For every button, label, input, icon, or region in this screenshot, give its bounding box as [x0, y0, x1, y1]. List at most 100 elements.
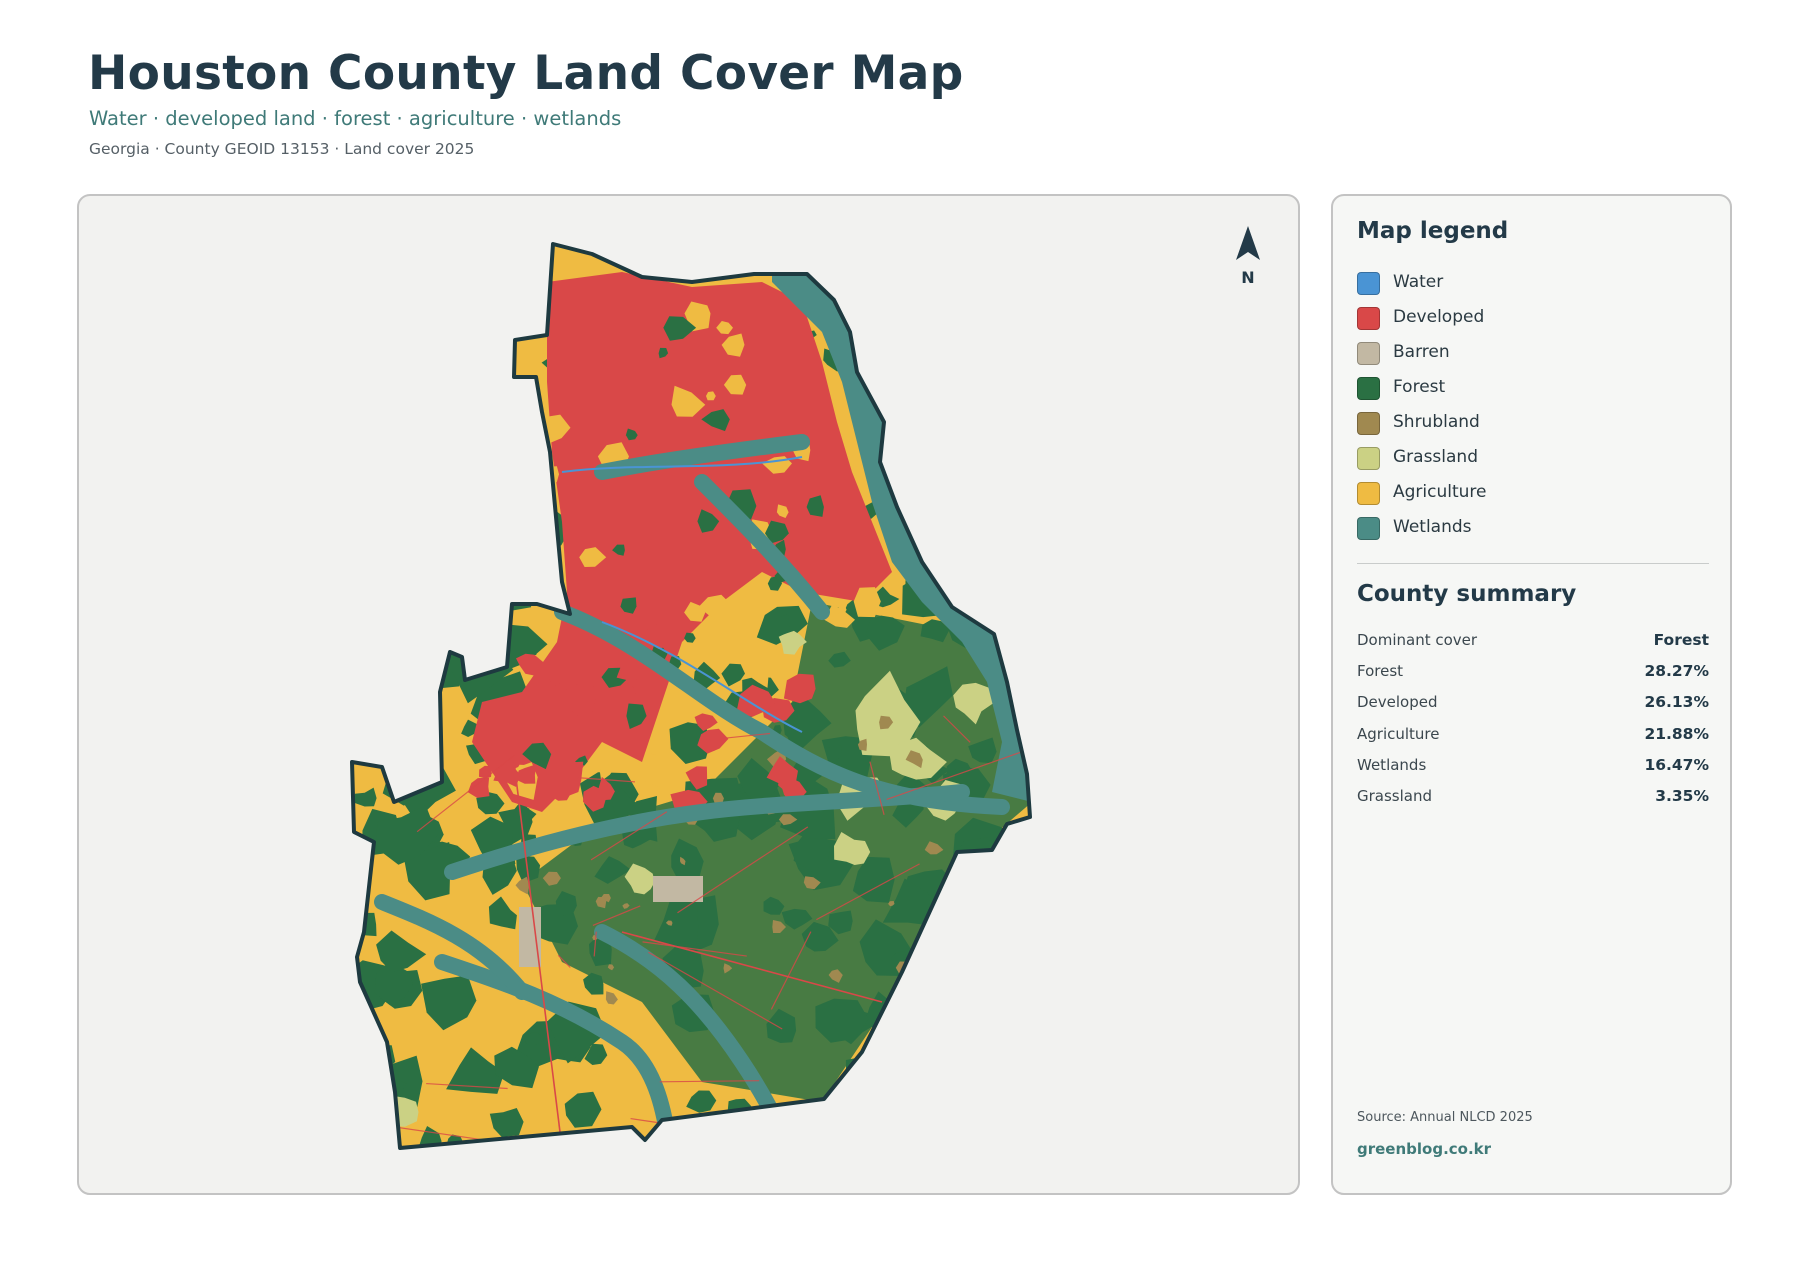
legend-label: Developed: [1393, 306, 1485, 327]
shrubland-patch: [712, 792, 724, 805]
forest-patch: [426, 578, 469, 626]
forest-patch: [669, 722, 712, 764]
forest-patch: [976, 977, 1016, 1015]
forest-patch: [583, 972, 604, 995]
shrubland-patch: [778, 814, 798, 826]
forest-patch: [904, 666, 953, 728]
shrubland-patch: [723, 963, 733, 974]
wetlands-river: [444, 784, 970, 880]
north-label: N: [1241, 268, 1255, 287]
mixed-patch: [671, 385, 706, 417]
forest-patch: [376, 930, 427, 973]
mixed-patch: [599, 764, 613, 782]
mixed-patch: [716, 321, 733, 335]
mixed-patch: [534, 541, 552, 560]
barren-patch: [653, 876, 703, 902]
mixed-patch: [643, 752, 673, 788]
road: [886, 749, 1027, 800]
forest-patch: [894, 1047, 934, 1087]
mixed-patch: [771, 613, 790, 639]
developed-patch: [493, 765, 521, 787]
page-meta: Georgia · County GEOID 13153 · Land cove…: [89, 140, 475, 158]
forest-patch: [997, 1031, 1016, 1055]
mixed-patch: [721, 663, 745, 687]
legend-swatch: [1357, 377, 1380, 400]
forest-patch: [359, 511, 391, 541]
forest-patch: [958, 880, 974, 903]
summary-value: Forest: [1653, 630, 1709, 649]
summary-value: 21.88%: [1644, 724, 1709, 743]
shrubland-patch: [828, 969, 843, 983]
shrubland-patch: [515, 876, 530, 895]
forest-patch: [781, 908, 813, 930]
legend-swatch: [1357, 482, 1380, 505]
source-note: Source: Annual NLCD 2025: [1357, 1110, 1533, 1125]
shrubland-patch: [879, 715, 894, 730]
shrubland-patch: [665, 920, 673, 926]
forest-patch: [920, 619, 950, 643]
forest-patch: [815, 998, 869, 1043]
road: [561, 775, 636, 783]
forest-patch: [874, 1037, 935, 1097]
mixed-patch: [626, 703, 647, 729]
forest-patch: [842, 249, 871, 273]
mixed-patch: [697, 509, 720, 533]
road: [699, 732, 771, 742]
summary-value: 26.13%: [1644, 693, 1709, 712]
forest-patch: [494, 1046, 539, 1089]
developed-patch: [685, 766, 708, 790]
forest-patch: [375, 805, 438, 865]
developed-patch: [516, 764, 537, 784]
road: [869, 761, 885, 815]
legend-swatch: [1357, 307, 1380, 330]
legend-swatch: [1357, 447, 1380, 470]
summary-row: Wetlands 16.47%: [1357, 749, 1709, 780]
developed-patch: [783, 673, 816, 704]
mixed-patch: [620, 597, 637, 614]
legend-label: Agriculture: [1393, 481, 1487, 502]
forest-patch: [944, 874, 999, 929]
summary-row: Forest 28.27%: [1357, 655, 1709, 686]
county-map[interactable]: [79, 196, 1300, 1195]
legend-swatch: [1357, 517, 1380, 540]
mixed-patch: [658, 347, 669, 359]
forest-patch: [969, 1034, 1025, 1086]
water-stream: [601, 621, 803, 733]
developed-patch: [736, 684, 776, 717]
road: [896, 963, 938, 1049]
summary-value: 28.27%: [1644, 661, 1709, 680]
forest-patch: [633, 258, 651, 271]
road: [770, 931, 812, 1010]
wetlands-river: [694, 474, 830, 620]
forest-patch: [555, 891, 577, 916]
forest-patch: [461, 719, 479, 737]
mixed-patch: [776, 504, 789, 518]
legend-label: Forest: [1393, 376, 1446, 397]
legend-swatch: [1357, 272, 1380, 295]
legend-label: Grassland: [1393, 446, 1478, 467]
road: [642, 941, 747, 957]
shrubland-patch: [600, 894, 611, 903]
summary-title: County summary: [1357, 581, 1577, 607]
mixed-patch: [853, 587, 881, 618]
road: [621, 931, 883, 1003]
developed-patch: [618, 682, 638, 697]
site-link[interactable]: greenblog.co.kr: [1357, 1140, 1492, 1158]
grassland-patch: [834, 832, 871, 865]
developed-patch: [647, 623, 670, 649]
shrubland-patch: [595, 896, 607, 909]
shrubland-patch: [542, 871, 561, 886]
forest-patch: [443, 556, 487, 598]
shrubland-patch: [680, 856, 686, 866]
developed-patch: [553, 761, 584, 797]
legend-item-shrubland: Shrubland: [1357, 404, 1717, 439]
map-panel[interactable]: N: [77, 194, 1300, 1195]
north-arrow: N: [1220, 226, 1276, 287]
forest-patch: [414, 603, 456, 635]
forest-patch: [959, 1003, 993, 1041]
forest-patch: [394, 705, 428, 732]
mixed-patch: [749, 669, 769, 688]
forest-patch: [390, 527, 411, 553]
mixed-patch: [684, 632, 696, 643]
forest-patch: [446, 1047, 505, 1094]
